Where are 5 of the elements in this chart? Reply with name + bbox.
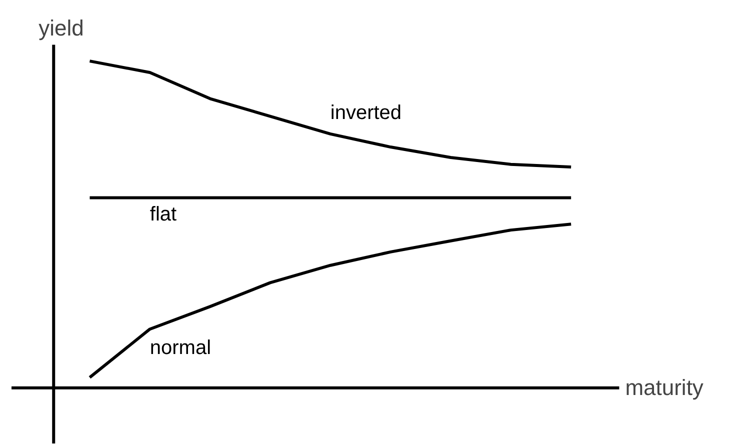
y-axis-title: yield (38, 16, 84, 41)
series-label: inverted (330, 102, 402, 124)
x-axis-title: maturity (625, 374, 704, 400)
series-label: flat (150, 204, 178, 226)
series-label: normal (150, 337, 212, 360)
